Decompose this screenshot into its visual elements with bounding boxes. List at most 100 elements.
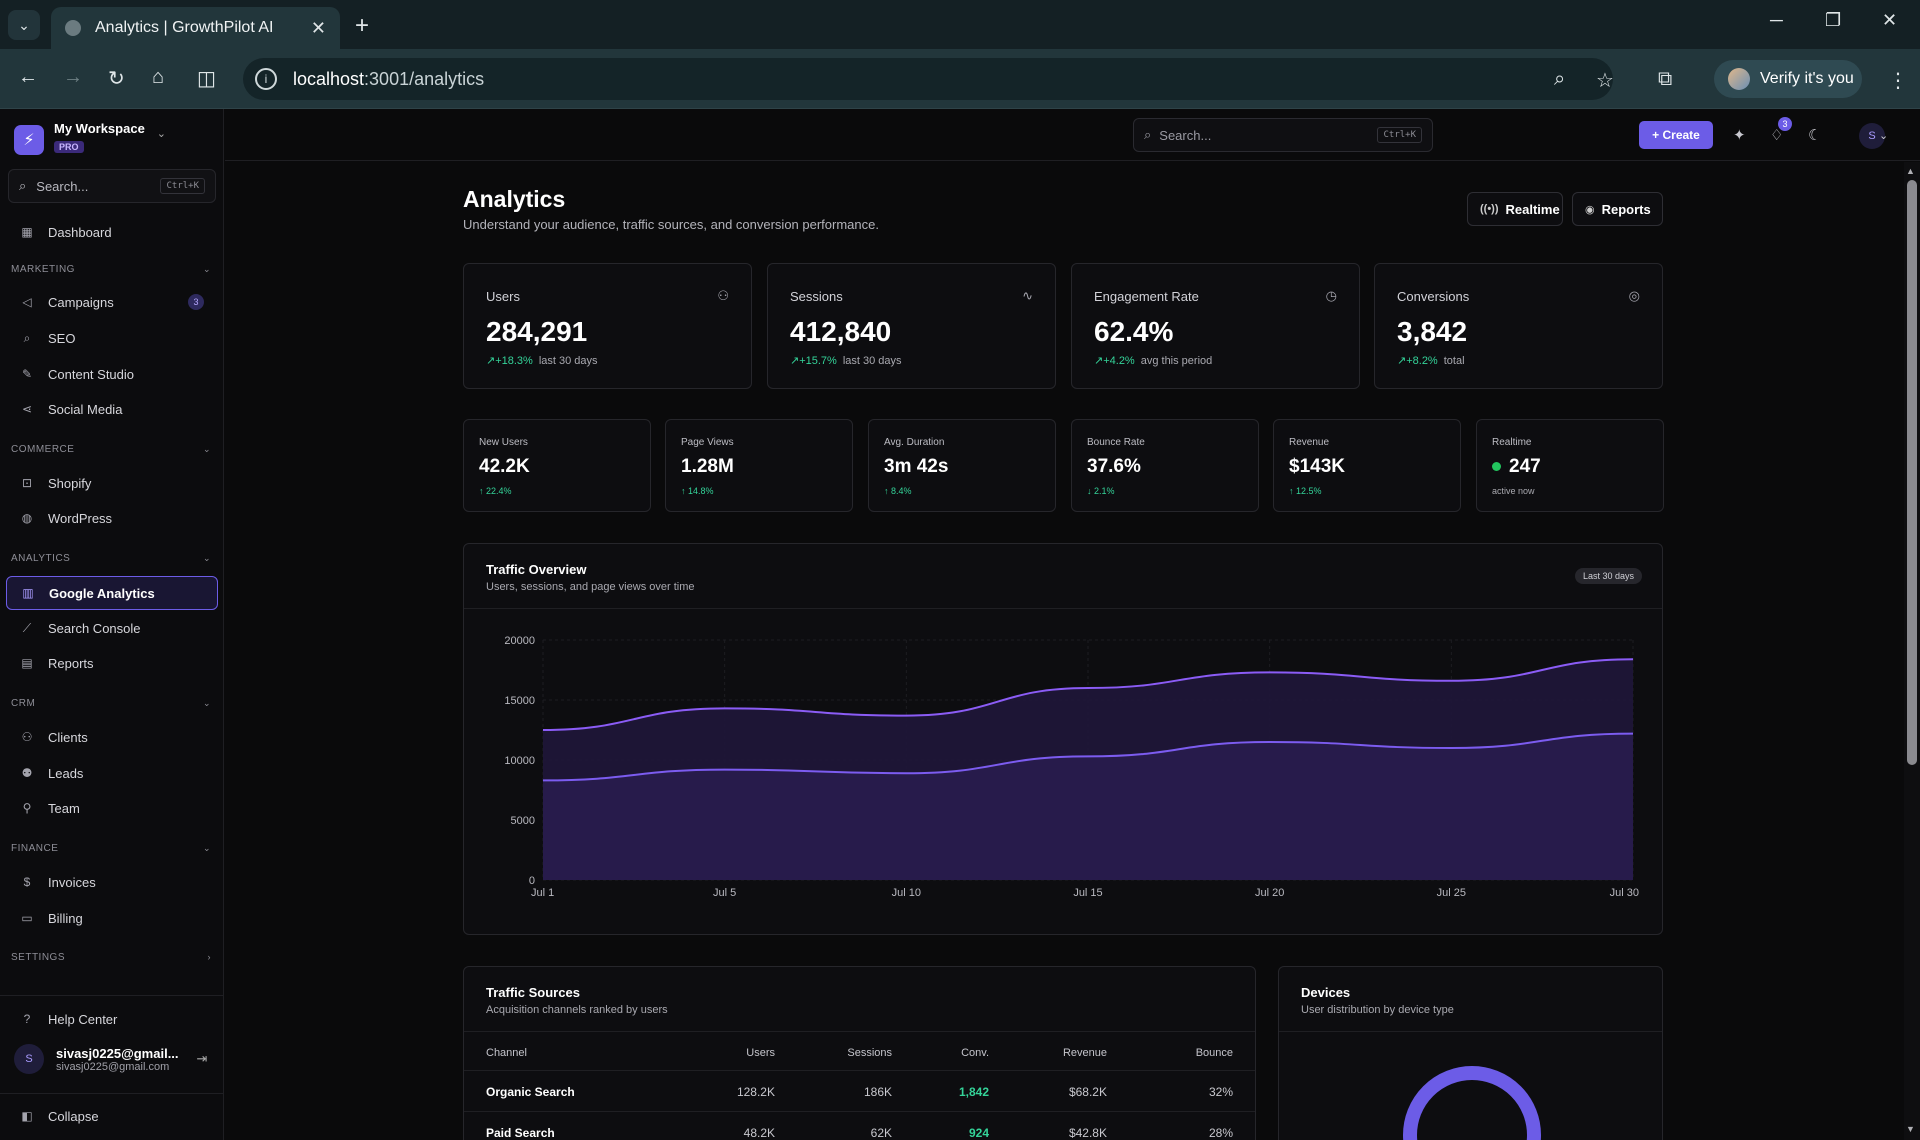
section-analytics[interactable]: ANALYTICS ⌄	[11, 553, 211, 564]
column-header[interactable]: Bounce	[1195, 1047, 1233, 1059]
sidebar-collapse-icon: ◧	[21, 1109, 33, 1123]
sidebar-item-invoices[interactable]: $ Invoices	[6, 865, 218, 899]
sidebar-item-clients[interactable]: ⚇ Clients	[6, 720, 218, 754]
workspace-switcher[interactable]: ⚡ My Workspace PRO ⌄	[14, 121, 166, 155]
x-tick-label: Jul 15	[1073, 887, 1102, 899]
scroll-up-icon[interactable]: ▲	[1906, 166, 1915, 176]
window-close-icon[interactable]: ✕	[1882, 10, 1898, 30]
minimize-icon[interactable]: ─	[1770, 10, 1783, 30]
tab-search-button[interactable]: ⌄	[8, 10, 40, 40]
sidebar-item-help-center[interactable]: ? Help Center	[6, 1002, 218, 1036]
back-icon[interactable]: ←	[18, 66, 38, 88]
stat-card-avg-duration: Avg. Duration 3m 42s ↑ 8.4%	[868, 419, 1056, 512]
stat-delta: ↑ 12.5%	[1289, 486, 1322, 496]
sidebar-item-label: SEO	[48, 330, 76, 346]
plan-badge: PRO	[54, 141, 84, 153]
sidebar-collapse-button[interactable]: ◧ Collapse	[6, 1099, 218, 1133]
sidebar-item-billing[interactable]: ▭ Billing	[6, 901, 218, 935]
section-marketing[interactable]: MARKETING ⌄	[11, 264, 211, 275]
kpi-delta: ↗+18.3% last 30 days	[486, 354, 598, 367]
section-commerce[interactable]: COMMERCE ⌄	[11, 444, 211, 455]
avatar[interactable]: S	[1859, 123, 1885, 149]
forward-icon[interactable]: →	[63, 66, 83, 88]
site-info-icon[interactable]: i	[255, 68, 277, 90]
date-range-pill[interactable]: Last 30 days	[1574, 568, 1642, 584]
sidebar-search-placeholder: Search...	[36, 178, 89, 194]
cell-revenue: $42.8K	[1068, 1126, 1107, 1140]
address-bar[interactable]: i localhost:3001/analytics	[243, 58, 1613, 100]
section-label: ANALYTICS	[11, 553, 71, 564]
column-header[interactable]: Users	[746, 1047, 775, 1059]
sidebar-search[interactable]: ⌕ Search... Ctrl+K	[8, 169, 216, 203]
sidebar-item-team[interactable]: ⚲ Team	[6, 791, 218, 825]
sidebar-item-seo[interactable]: ⌕ SEO	[6, 321, 218, 355]
grid-icon: ▦	[21, 225, 33, 239]
sidebar-item-wordpress[interactable]: ◍ WordPress	[6, 501, 218, 535]
column-header[interactable]: Conv.	[961, 1047, 989, 1059]
sidebar-item-shopify[interactable]: ⊡ Shopify	[6, 466, 218, 500]
chevron-down-icon: ⌄	[202, 264, 211, 274]
devices-donut-chart	[1403, 1066, 1541, 1140]
logout-icon[interactable]: ⇥	[196, 1051, 208, 1066]
create-button[interactable]: + Create	[1639, 121, 1713, 149]
sidebar-item-dashboard[interactable]: ▦ Dashboard	[6, 215, 218, 249]
kpi-delta: ↗+4.2% avg this period	[1094, 354, 1212, 367]
x-tick-label: Jul 1	[531, 887, 554, 899]
extensions-icon[interactable]: ⧉	[1658, 68, 1673, 90]
user-profile[interactable]: S sivasj0225@gmail... sivasj0225@gmail.c…	[14, 1044, 207, 1074]
sidebar-item-label: Social Media	[48, 401, 123, 417]
scrollbar-thumb[interactable]	[1907, 180, 1917, 765]
sidebar-item-search-console[interactable]: ⟋ Search Console	[6, 611, 218, 645]
verify-profile-button[interactable]: Verify it's you	[1714, 60, 1862, 98]
scroll-down-icon[interactable]: ▼	[1906, 1124, 1915, 1134]
sidebar-item-leads[interactable]: ⚉ Leads	[6, 756, 218, 790]
user-name: sivasj0225@gmail...	[56, 1045, 179, 1061]
sidebar-item-label: Reports	[48, 655, 94, 671]
sidebar-item-reports[interactable]: ▤ Reports	[6, 646, 218, 680]
new-tab-button[interactable]: +	[355, 12, 370, 39]
column-header[interactable]: Sessions	[847, 1047, 892, 1059]
sidebar-item-campaigns[interactable]: ◁ Campaigns 3	[6, 285, 218, 319]
kpi-label: Engagement Rate	[1094, 289, 1199, 304]
close-icon[interactable]: ✕	[310, 17, 326, 38]
cell-conversions: 924	[968, 1126, 989, 1140]
x-tick-label: Jul 10	[892, 887, 921, 899]
table-row[interactable]: Paid Search 48.2K 62K 924 $42.8K 28%	[464, 1112, 1255, 1140]
sidebar-item-label: Leads	[48, 765, 84, 781]
browser-tab[interactable]: Analytics | GrowthPilot AI ✕	[51, 7, 340, 49]
section-settings[interactable]: SETTINGS ›	[11, 952, 211, 963]
traffic-chart: 0 5000 10000 15000 20000 Jul 1 Jul 5 Jul 10 Jul …	[504, 635, 1639, 899]
traffic-sources-card: Traffic Sources Acquisition channels ran…	[463, 966, 1256, 1140]
chart-title: Traffic Overview	[486, 562, 587, 577]
restore-icon[interactable]: ❐	[1825, 10, 1842, 30]
shopping-bag-icon: ⊡	[21, 476, 33, 490]
sidebar-item-content-studio[interactable]: ✎ Content Studio	[6, 357, 218, 391]
section-crm[interactable]: CRM ⌄	[11, 698, 211, 709]
global-search-input[interactable]: ⌕ Search... Ctrl+K	[1133, 118, 1433, 152]
chevron-down-icon[interactable]: ⌄	[1879, 130, 1889, 142]
divider	[0, 1093, 224, 1094]
column-header[interactable]: Channel	[486, 1047, 527, 1059]
bookmark-star-icon[interactable]: ☆	[1596, 70, 1614, 92]
sparkles-icon[interactable]: ✦	[1733, 127, 1746, 144]
sidebar-item-social-media[interactable]: ⋖ Social Media	[6, 392, 218, 426]
column-header[interactable]: Revenue	[1062, 1047, 1107, 1059]
sidebar-item-google-analytics[interactable]: ▥ Google Analytics	[6, 576, 218, 610]
notification-badge: 3	[1778, 117, 1792, 131]
stat-value: 247	[1492, 456, 1541, 478]
zoom-icon[interactable]: ⌕	[1554, 68, 1566, 90]
clock-icon: ◷	[1325, 288, 1337, 303]
section-finance[interactable]: FINANCE ⌄	[11, 843, 211, 854]
moon-icon[interactable]: ☾	[1808, 127, 1822, 144]
realtime-button[interactable]: ((•)) Realtime	[1467, 192, 1563, 226]
traffic-overview-card: Traffic Overview Users, sessions, and pa…	[463, 543, 1663, 935]
home-icon[interactable]: ⌂	[152, 66, 165, 88]
reports-button[interactable]: ◉ Reports	[1572, 192, 1663, 226]
menu-kebab-icon[interactable]: ⋮	[1888, 70, 1908, 92]
globe-icon	[65, 20, 81, 36]
split-view-icon[interactable]: ◫	[197, 68, 216, 90]
reload-icon[interactable]: ↻	[108, 68, 125, 90]
target-icon: ◎	[1628, 288, 1640, 303]
bell-icon[interactable]: ♢	[1770, 127, 1784, 144]
table-row[interactable]: Organic Search 128.2K 186K 1,842 $68.2K …	[464, 1071, 1255, 1112]
